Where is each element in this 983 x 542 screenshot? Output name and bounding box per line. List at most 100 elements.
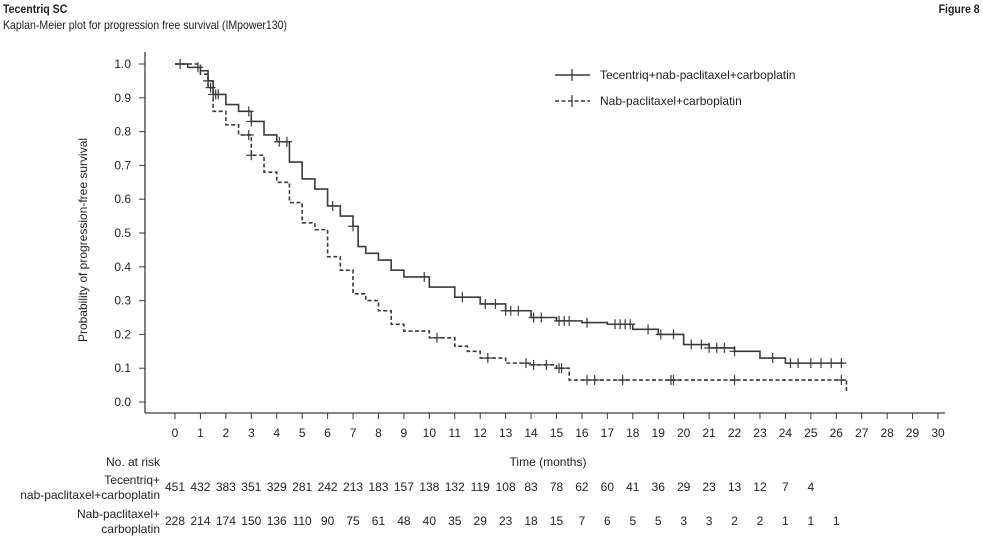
document-title: Tecentriq SC [3, 2, 68, 16]
risk-count: 23 [702, 480, 716, 494]
censor-mark [281, 136, 292, 147]
censor-mark [564, 315, 575, 326]
censor-mark [589, 375, 600, 386]
x-tick-label: 8 [375, 426, 382, 440]
censor-mark [536, 312, 547, 323]
censor-mark [213, 89, 224, 100]
risk-row-label: Nab-paclitaxel+ [77, 507, 160, 521]
risk-count: 7 [782, 480, 789, 494]
censor-mark [528, 359, 539, 370]
x-tick-label: 28 [880, 426, 894, 440]
risk-count: 12 [753, 480, 767, 494]
risk-count: 29 [474, 514, 488, 528]
x-tick-label: 29 [906, 426, 920, 440]
risk-count: 132 [445, 480, 465, 494]
censor-mark [243, 129, 254, 140]
x-tick-label: 12 [474, 426, 488, 440]
x-tick-label: 4 [273, 426, 280, 440]
x-tick-label: 22 [728, 426, 742, 440]
x-tick-label: 13 [499, 426, 513, 440]
x-tick-label: 16 [575, 426, 589, 440]
risk-row-label: carboplatin [101, 522, 160, 536]
risk-count: 2 [757, 514, 764, 528]
censor-mark [793, 358, 804, 369]
x-tick-label: 15 [550, 426, 564, 440]
x-tick-label: 7 [350, 426, 357, 440]
risk-count: 351 [241, 480, 261, 494]
censor-mark [836, 358, 847, 369]
risk-count: 40 [423, 514, 437, 528]
x-tick-label: 3 [248, 426, 255, 440]
x-axis-label: Time (months) [510, 455, 587, 469]
censor-mark [729, 375, 740, 386]
censor-mark [625, 319, 636, 330]
risk-count: 48 [397, 514, 411, 528]
risk-count: 281 [292, 480, 312, 494]
risk-row-label: Tecentriq+ [104, 473, 160, 487]
x-tick-label: 9 [401, 426, 408, 440]
x-tick-label: 2 [223, 426, 230, 440]
y-tick-label: 0.9 [114, 91, 131, 105]
y-tick-label: 0.0 [114, 395, 131, 409]
censor-mark [696, 339, 707, 350]
risk-count: 5 [655, 514, 662, 528]
x-tick-label: 5 [299, 426, 306, 440]
censor-mark [668, 329, 679, 340]
series-line-nab-paclitaxel [175, 63, 848, 392]
censor-mark [582, 317, 593, 328]
risk-count: 35 [448, 514, 462, 528]
risk-count: 214 [190, 514, 210, 528]
risk-count: 18 [524, 514, 538, 528]
x-tick-label: 26 [830, 426, 844, 440]
risk-count: 451 [165, 480, 185, 494]
risk-count: 3 [680, 514, 687, 528]
risk-count: 1 [807, 514, 814, 528]
risk-row-label: nab-paclitaxel+carboplatin [20, 488, 160, 502]
y-axis-label: Probability of progression-free survival [76, 138, 90, 342]
censor-mark [729, 346, 740, 357]
risk-count: 61 [372, 514, 386, 528]
risk-count: 13 [728, 480, 742, 494]
risk-count: 41 [626, 480, 640, 494]
censor-mark [686, 339, 697, 350]
risk-count: 157 [394, 480, 414, 494]
risk-count: 60 [601, 480, 615, 494]
censor-mark [246, 116, 257, 127]
censor-mark [836, 375, 847, 386]
x-tick-label: 11 [449, 426, 462, 440]
censor-mark [541, 359, 552, 370]
y-tick-label: 1.0 [114, 57, 131, 71]
series-line-tecentriq [175, 63, 844, 364]
risk-count: 4 [807, 480, 814, 494]
x-tick-label: 30 [931, 426, 945, 440]
risk-count: 119 [471, 480, 490, 494]
legend-label: Nab-paclitaxel+carboplatin [600, 94, 742, 108]
x-tick-label: 19 [652, 426, 666, 440]
risk-count: 15 [550, 514, 564, 528]
risk-count: 2 [731, 514, 738, 528]
risk-count: 136 [267, 514, 287, 528]
censor-mark [205, 82, 216, 93]
x-tick-label: 25 [804, 426, 818, 440]
risk-count: 83 [524, 480, 538, 494]
x-tick-label: 10 [423, 426, 437, 440]
censor-mark [327, 200, 338, 211]
risk-count: 5 [629, 514, 636, 528]
y-tick-label: 0.8 [114, 125, 131, 139]
censor-mark [767, 353, 778, 364]
x-tick-label: 17 [601, 426, 615, 440]
censor-mark [643, 324, 654, 335]
censor-mark [457, 292, 468, 303]
x-tick-label: 20 [677, 426, 691, 440]
censor-mark [243, 106, 254, 117]
y-tick-label: 0.7 [114, 158, 131, 172]
x-tick-label: 6 [324, 426, 331, 440]
risk-count: 150 [241, 514, 261, 528]
risk-count: 108 [496, 480, 516, 494]
risk-count: 138 [419, 480, 439, 494]
risk-count: 432 [190, 480, 210, 494]
y-tick-label: 0.2 [114, 327, 131, 341]
censor-mark [826, 358, 837, 369]
risk-count: 213 [343, 480, 363, 494]
